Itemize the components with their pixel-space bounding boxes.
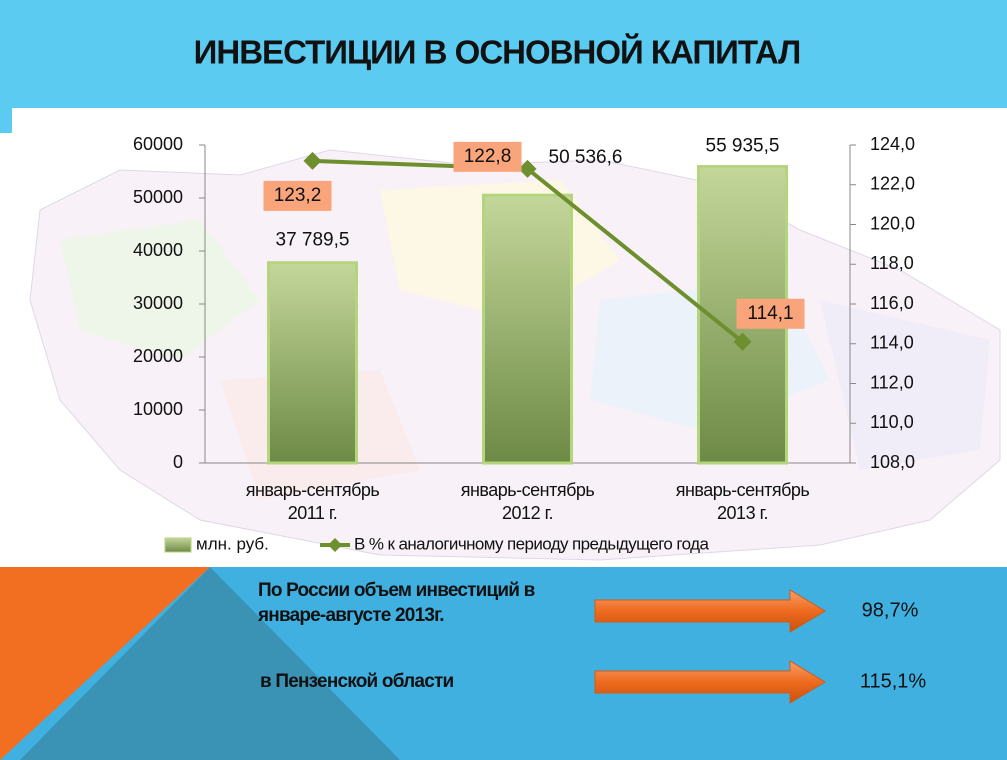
y2-tick-label: 108,0 <box>870 452 915 472</box>
x-tick-label: январь-сентябрь 2012 г. <box>460 480 595 523</box>
y2-tick-label: 122,0 <box>870 174 915 194</box>
panel-triangle <box>20 567 400 760</box>
y2-tick-label: 112,0 <box>870 372 914 392</box>
y2-tick-label: 118,0 <box>870 253 914 273</box>
legend-label: млн. руб. <box>196 534 269 553</box>
x-tick-label: январь-сентябрь 2013 г. <box>675 480 810 523</box>
y-tick-label: 0 <box>173 452 183 472</box>
bar-value-label: 37 789,5 <box>276 230 350 251</box>
y-tick-label: 30000 <box>133 293 183 313</box>
legend-marker <box>328 538 342 552</box>
line-value-label: 123,2 <box>274 185 322 206</box>
bar <box>482 193 573 465</box>
x-tick-label: январь-сентябрь 2011 г. <box>245 480 380 523</box>
legend-label: В % к аналогичному периоду предыдущего г… <box>354 534 709 553</box>
line-label-bg <box>263 180 332 211</box>
footer-value: 98,7% <box>862 599 919 621</box>
line-value-label: 122,8 <box>464 146 512 167</box>
y2-tick-label: 124,0 <box>870 134 915 154</box>
y2-tick-label: 116,0 <box>870 293 914 313</box>
line-value-label: 114,1 <box>747 303 793 324</box>
line-label-bg <box>736 298 805 329</box>
footer-label: в Пензенской области <box>260 671 453 692</box>
y-tick-label: 10000 <box>133 399 183 419</box>
x-tick-label-box: январь-сентябрь 2011 г. <box>245 480 380 523</box>
y2-tick-label: 120,0 <box>870 213 915 233</box>
arrow <box>594 589 826 633</box>
y-tick-label: 20000 <box>133 346 183 366</box>
arrow <box>594 660 826 704</box>
y-tick-label: 40000 <box>133 240 183 260</box>
bar-value-label: 55 935,5 <box>706 136 780 157</box>
bar-value-label: 50 536,6 <box>549 147 623 168</box>
y-tick-label: 50000 <box>133 187 183 207</box>
footer-label: По России объем инвестиций в январе-авгу… <box>258 580 535 626</box>
bottom-panel <box>0 567 1007 760</box>
line-marker <box>733 332 752 351</box>
footer-label-box: По России объем инвестиций в январе-авгу… <box>258 580 535 626</box>
footer-value: 115,1% <box>860 670 927 692</box>
x-tick-label-box: январь-сентябрь 2013 г. <box>675 480 810 523</box>
line-marker <box>303 151 322 170</box>
panel-triangle <box>0 567 210 760</box>
line-marker <box>518 159 537 178</box>
title-band-edge <box>0 108 12 133</box>
bar <box>267 261 358 465</box>
y2-tick-label: 114,0 <box>870 333 914 353</box>
x-tick-label-box: январь-сентябрь 2012 г. <box>460 480 595 523</box>
y-tick-label: 60000 <box>133 134 183 154</box>
y2-tick-label: 110,0 <box>870 412 914 432</box>
title-band <box>0 0 1007 108</box>
line-label-bg <box>453 141 522 172</box>
chart-title: ИНВЕСТИЦИИ В ОСНОВНОЙ КАПИТАЛ <box>194 33 801 71</box>
legend-swatch <box>164 537 192 553</box>
